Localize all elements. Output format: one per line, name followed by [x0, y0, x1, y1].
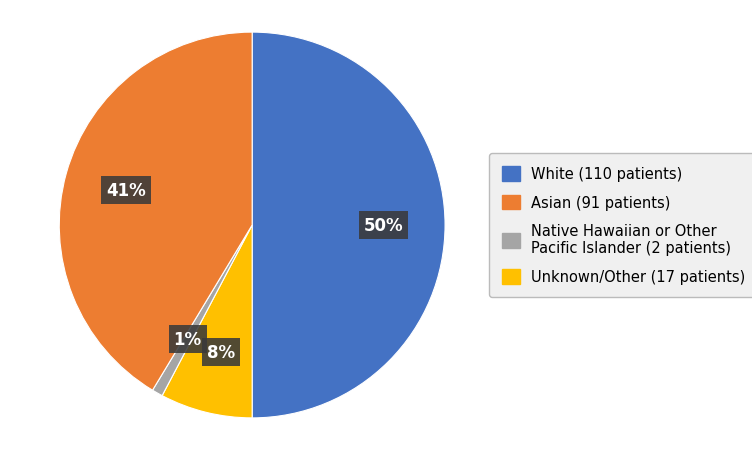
Wedge shape — [252, 33, 445, 418]
Wedge shape — [162, 226, 252, 418]
Legend: White (110 patients), Asian (91 patients), Native Hawaiian or Other
Pacific Isla: White (110 patients), Asian (91 patients… — [489, 153, 752, 298]
Wedge shape — [59, 33, 252, 390]
Wedge shape — [153, 226, 252, 396]
Text: 8%: 8% — [207, 344, 235, 362]
Text: 1%: 1% — [174, 331, 202, 349]
Text: 41%: 41% — [106, 181, 146, 199]
Text: 50%: 50% — [363, 216, 403, 235]
